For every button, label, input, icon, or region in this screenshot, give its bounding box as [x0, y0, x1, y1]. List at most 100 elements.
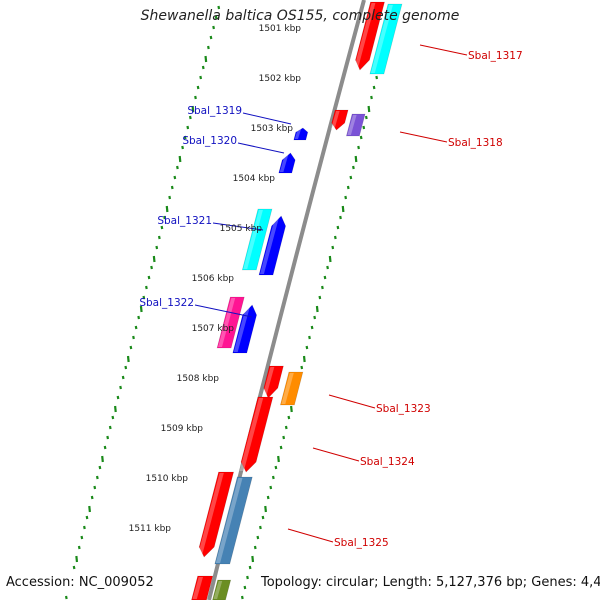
tick-mark: [152, 255, 156, 263]
tick-mark: [95, 475, 99, 480]
gene-sbal_1323[interactable]: [263, 365, 284, 399]
gene-sbal_1321[interactable]: [258, 215, 286, 276]
tick-mark: [178, 155, 182, 163]
gene-label-sbal_1320[interactable]: Sbal_1320: [182, 135, 237, 147]
tick-mark: [199, 75, 203, 80]
kbp-label: 1506 kbp: [192, 274, 235, 284]
tick-mark: [318, 295, 322, 300]
leader-line: [419, 44, 468, 56]
tick-mark: [302, 355, 306, 363]
tick-mark: [137, 315, 141, 320]
tick-mark: [251, 555, 255, 563]
gene-highlight: [218, 298, 236, 347]
leader-line: [287, 528, 334, 543]
gene-sbal_1317-feature[interactable]: [369, 3, 403, 75]
gene-sbal_1323-feature[interactable]: [280, 371, 304, 406]
tick-mark: [284, 425, 288, 430]
gene-highlight: [243, 210, 263, 269]
tick-mark: [196, 85, 200, 90]
gene-label-sbal_1322[interactable]: Sbal_1322: [139, 297, 194, 309]
tick-mark: [77, 545, 81, 550]
gene-label-sbal_1324[interactable]: Sbal_1324: [360, 456, 415, 468]
label-leader-lines: [194, 44, 468, 543]
gene-sbal_1319[interactable]: [293, 127, 309, 141]
kbp-label: 1501 kbp: [259, 24, 302, 34]
gene-label-sbal_1325[interactable]: Sbal_1325: [334, 537, 389, 549]
genome-title: Shewanella baltica OS155, complete genom…: [140, 8, 460, 24]
tick-mark: [243, 585, 247, 590]
tick-mark: [142, 295, 146, 300]
tick-mark: [98, 465, 102, 470]
tick-mark: [277, 455, 280, 463]
tick-mark: [134, 325, 138, 330]
tick-mark: [90, 495, 94, 500]
tick-mark: [313, 315, 317, 320]
gene-features: [191, 1, 403, 600]
tick-mark: [259, 525, 262, 530]
tick-mark: [310, 325, 314, 330]
tick-mark: [214, 15, 218, 20]
tick-mark: [108, 425, 112, 430]
tick-mark: [248, 565, 252, 570]
tick-mark: [370, 95, 373, 100]
tick-mark: [372, 85, 376, 90]
gene-sbal_1318-feature[interactable]: [346, 113, 366, 137]
tick-mark: [328, 255, 332, 263]
gene-sbal_1318[interactable]: [331, 109, 349, 131]
tick-mark: [217, 5, 221, 10]
gene-sbal_1325[interactable]: [198, 471, 234, 558]
kbp-label: 1505 kbp: [220, 224, 263, 234]
tick-mark: [209, 35, 213, 40]
tick-mark: [359, 135, 363, 140]
tick-mark: [129, 345, 133, 350]
leader-line: [312, 447, 360, 462]
tick-mark: [300, 365, 304, 370]
gene-sbal_1324[interactable]: [240, 396, 274, 473]
gene-label-sbal_1321[interactable]: Sbal_1321: [157, 215, 212, 227]
gene-sbal_1320[interactable]: [278, 152, 296, 174]
tick-mark: [354, 155, 358, 163]
gene-sbal_1317[interactable]: [355, 1, 385, 71]
tick-mark: [157, 235, 161, 240]
gene-highlight: [239, 398, 264, 471]
tick-mark: [181, 145, 184, 150]
tick-mark: [367, 105, 371, 113]
gene-label-sbal_1318[interactable]: Sbal_1318: [448, 137, 503, 149]
gene-label-sbal_1319[interactable]: Sbal_1319: [187, 105, 242, 117]
gene-highlight: [347, 115, 357, 135]
gene-sbal_1322-feature[interactable]: [216, 296, 245, 349]
tick-mark: [362, 125, 366, 130]
leader-line: [237, 142, 285, 154]
tick-mark: [186, 125, 190, 130]
tick-mark: [116, 395, 120, 400]
gene-sbal_1325-feature[interactable]: [214, 476, 253, 565]
kbp-label: 1511 kbp: [129, 524, 172, 534]
gene-bottom-gene[interactable]: [191, 575, 214, 600]
tick-mark: [352, 165, 355, 170]
tick-mark: [274, 465, 278, 470]
gene-label-sbal_1323[interactable]: Sbal_1323: [376, 403, 431, 415]
gene-highlight: [213, 581, 223, 599]
tick-mark: [290, 405, 293, 413]
tick-mark: [111, 415, 115, 420]
tick-mark: [132, 335, 135, 340]
tick-mark: [339, 215, 342, 220]
tick-mark: [349, 175, 353, 180]
tick-mark: [253, 545, 257, 550]
tick-mark: [168, 195, 172, 200]
tick-mark: [72, 565, 76, 570]
tick-mark: [323, 275, 327, 280]
tick-mark: [165, 205, 169, 213]
tick-mark: [106, 435, 110, 440]
gene-highlight: [262, 367, 275, 397]
tick-mark: [326, 265, 329, 270]
tick-mark: [114, 405, 117, 413]
gene-label-sbal_1317[interactable]: Sbal_1317: [468, 50, 523, 62]
tick-mark: [126, 355, 130, 363]
tick-mark: [321, 285, 324, 290]
accession-text: Accession: NC_009052: [6, 574, 156, 592]
gene-sbal_1321-feature[interactable]: [241, 208, 273, 271]
gene-bottom-feature[interactable]: [212, 579, 232, 600]
tick-mark: [191, 105, 195, 113]
